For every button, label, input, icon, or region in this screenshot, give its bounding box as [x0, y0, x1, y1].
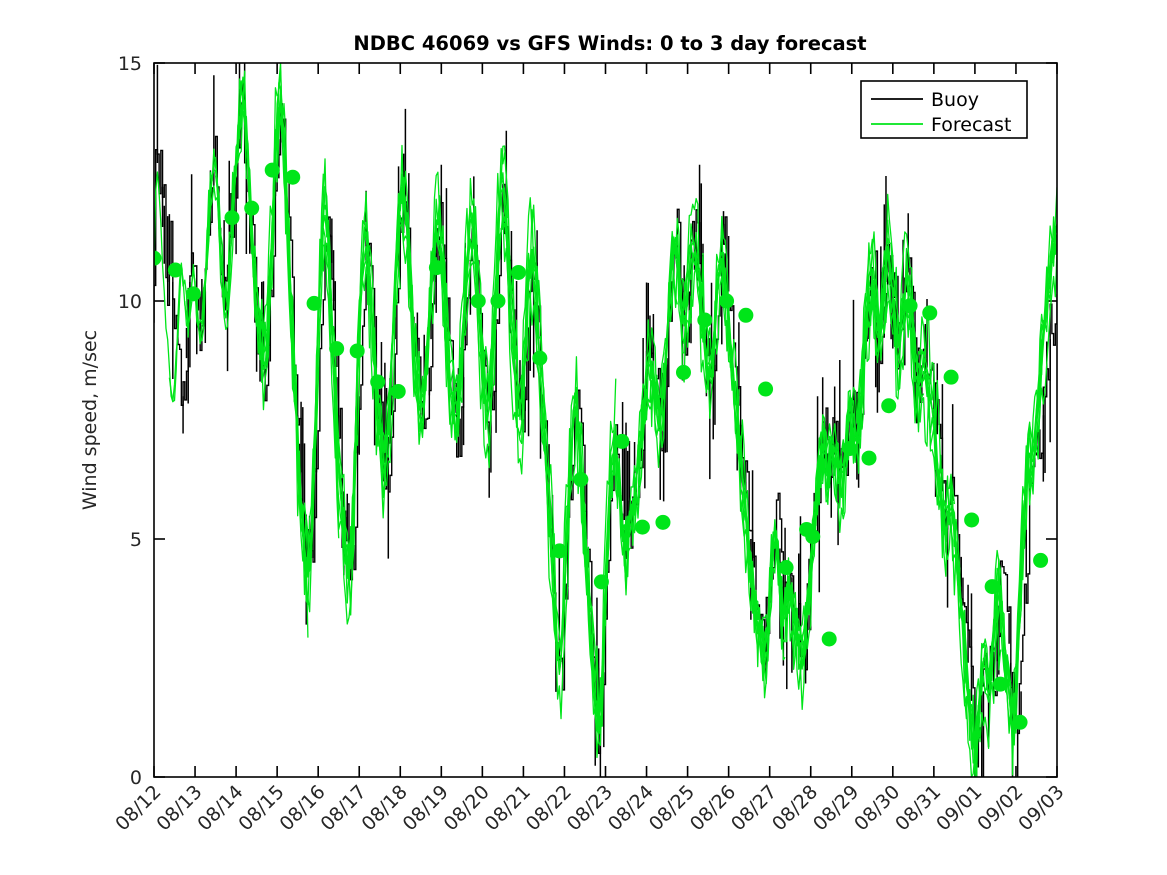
forecast-marker-dot — [861, 450, 877, 466]
legend-box — [860, 80, 1028, 139]
forecast-marker-dot — [758, 381, 774, 397]
forecast-marker-dot — [532, 350, 548, 366]
forecast-marker-dot — [984, 579, 1000, 595]
forecast-member-trace — [415, 216, 540, 475]
forecast-member-trace — [722, 265, 848, 653]
forecast-marker-dot — [329, 341, 345, 357]
forecast-marker-dot — [428, 260, 444, 276]
legend-label-buoy: Buoy — [931, 89, 979, 111]
y-tick-label: 15 — [118, 53, 142, 75]
forecast-member-trace — [400, 190, 525, 469]
forecast-marker-dot — [185, 286, 201, 302]
y-tick-label: 0 — [130, 767, 142, 789]
forecast-marker-dot — [881, 398, 897, 414]
forecast-marker-dot — [306, 295, 322, 311]
forecast-member-trace — [738, 389, 863, 674]
forecast-marker-dot — [1033, 552, 1049, 568]
forecast-marker-dot — [902, 298, 918, 314]
forecast-member-trace — [384, 145, 509, 452]
forecast-marker-dot — [390, 383, 406, 399]
forecast-marker-dot — [943, 369, 959, 385]
forecast-marker-dot — [992, 676, 1008, 692]
forecast-marker-dot — [842, 441, 858, 457]
forecast-member-trace — [245, 110, 371, 625]
forecast-marker-dot — [349, 343, 365, 359]
forecast-marker-dot — [922, 305, 938, 321]
forecast-marker-dot — [224, 210, 240, 226]
forecast-marker-dot — [821, 631, 837, 647]
y-tick-label: 5 — [130, 529, 142, 551]
forecast-marker-dot — [264, 162, 280, 178]
forecast-marker-layer — [154, 162, 1049, 730]
forecast-marker-dot — [697, 312, 713, 328]
forecast-marker-dot — [510, 264, 526, 280]
y-axis: 0 5 10 15 — [118, 53, 1057, 789]
forecast-marker-dot — [167, 262, 183, 278]
forecast-marker-dot — [1012, 714, 1028, 730]
forecast-marker-dot — [655, 514, 671, 530]
plot-frame — [153, 62, 1058, 778]
chart-legend[interactable]: Buoy Forecast — [860, 80, 1028, 139]
forecast-marker-dot — [370, 374, 386, 390]
forecast-marker-dot — [285, 169, 301, 185]
forecast-marker-dot — [675, 364, 691, 380]
forecast-marker-dot — [805, 529, 821, 545]
forecast-marker-dot — [719, 293, 735, 309]
forecast-member-trace — [199, 82, 324, 570]
forecast-marker-dot — [573, 472, 589, 487]
forecast-marker-dot — [614, 433, 630, 449]
legend-label-forecast: Forecast — [931, 114, 1011, 136]
y-axis-label: Wind speed, m/sec — [79, 330, 101, 510]
forecast-member-trace — [830, 219, 956, 517]
forecast-marker-dot — [738, 307, 754, 323]
forecast-marker-dot — [964, 512, 980, 528]
forecast-member-trace — [892, 278, 1017, 776]
forecast-marker-dot — [634, 519, 650, 535]
forecast-marker-dot — [552, 543, 568, 559]
forecast-marker-dot — [778, 560, 794, 576]
y-tick-label: 10 — [118, 291, 142, 313]
forecast-marker-dot — [593, 574, 609, 590]
page-title: NDBC 46069 vs GFS Winds: 0 to 3 day fore… — [353, 32, 866, 55]
forecast-marker-dot — [154, 250, 162, 266]
forecast-member-trace — [1030, 231, 1057, 463]
forecast-marker-dot — [490, 293, 506, 309]
forecast-member-trace — [1046, 232, 1057, 303]
forecast-marker-dot — [470, 293, 486, 309]
forecast-marker-dot — [244, 200, 260, 216]
